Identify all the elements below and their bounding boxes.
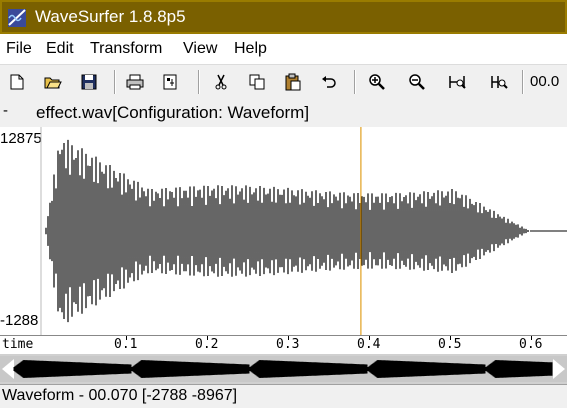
y-min-label: -1288: [0, 312, 39, 329]
open-icon[interactable]: [42, 72, 64, 92]
menu-bar: File Edit Transform View Help: [0, 34, 567, 64]
toolbar: 00.0: [0, 64, 567, 99]
time-tick-mark: [369, 336, 370, 340]
y-max-label: 12875: [0, 130, 42, 147]
window-title: WaveSurfer 1.8.8p5: [35, 7, 186, 26]
time-tick-mark: [207, 336, 208, 340]
time-tick-label: 0.6: [519, 337, 543, 352]
status-text: Waveform - 00.070 [-2788 -8967]: [2, 387, 238, 404]
menu-edit[interactable]: Edit: [46, 40, 74, 57]
pane-marker[interactable]: -: [3, 102, 8, 119]
time-axis-label: time: [2, 337, 34, 352]
scroll-right-arrow-icon: [553, 359, 565, 379]
scroll-left-arrow-icon: [2, 359, 14, 379]
menu-transform[interactable]: Transform: [90, 40, 163, 57]
time-tick-label: 0.2: [195, 337, 219, 352]
waveform-pane[interactable]: 12875 -1288: [0, 127, 567, 335]
overview-waveform: [13, 360, 553, 378]
time-readout: 00.0: [530, 73, 560, 90]
time-axis[interactable]: time 0.1 0.2 0.3 0.4 0.5 0.6: [0, 335, 567, 355]
zoom-in-icon[interactable]: [366, 72, 388, 92]
title-bar: WaveSurfer 1.8.8p5: [0, 0, 567, 34]
toolbar-separator: [354, 70, 356, 94]
waveform-trace: [45, 139, 529, 323]
waveform-signal: [45, 139, 567, 323]
properties-icon[interactable]: [160, 72, 182, 92]
time-tick-label: 0.4: [357, 337, 381, 352]
menu-help[interactable]: Help: [234, 40, 267, 57]
status-bar: Waveform - 00.070 [-2788 -8967]: [0, 384, 567, 408]
pane-header: - effect.wav[Configuration: Waveform]: [0, 99, 567, 127]
menu-view[interactable]: View: [183, 40, 218, 57]
toolbar-separator: [114, 70, 116, 94]
time-tick-mark: [531, 336, 532, 340]
time-tick-label: 0.1: [114, 337, 138, 352]
zoom-fit-icon[interactable]: [446, 72, 468, 92]
time-tick-label: 0.5: [438, 337, 462, 352]
time-tick-label: 0.3: [276, 337, 300, 352]
new-icon[interactable]: [6, 72, 28, 92]
toolbar-separator: [198, 70, 200, 94]
undo-icon[interactable]: [318, 72, 340, 92]
overview-trace: [13, 360, 553, 378]
cut-icon[interactable]: [210, 72, 232, 92]
toolbar-separator: [522, 70, 524, 94]
time-tick-mark: [126, 336, 127, 340]
print-icon[interactable]: [124, 72, 146, 92]
waveform-plot[interactable]: [0, 127, 567, 335]
pane-title: effect.wav[Configuration: Waveform]: [36, 103, 310, 122]
zoom-selection-icon[interactable]: [488, 72, 510, 92]
overview-scrollbar[interactable]: [0, 354, 567, 384]
zoom-out-icon[interactable]: [406, 72, 428, 92]
save-icon[interactable]: [78, 72, 100, 92]
time-tick-mark: [288, 336, 289, 340]
paste-icon[interactable]: [282, 72, 304, 92]
wavesurfer-app-icon: [8, 9, 26, 27]
copy-icon[interactable]: [246, 72, 268, 92]
time-tick-mark: [450, 336, 451, 340]
menu-file[interactable]: File: [6, 40, 32, 57]
